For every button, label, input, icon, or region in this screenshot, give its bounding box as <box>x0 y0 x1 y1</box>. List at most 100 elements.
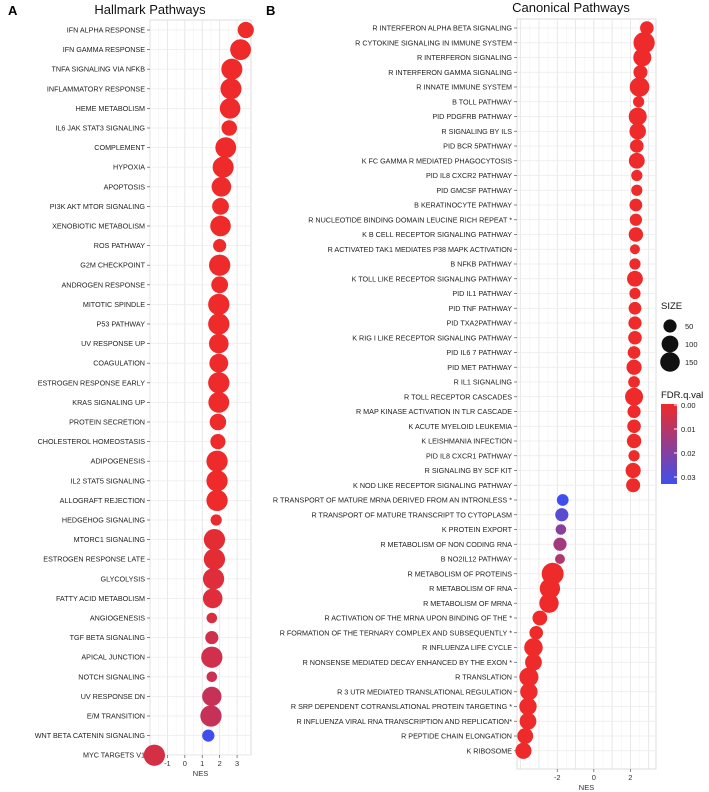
canonical-category-label: B KERATINOCYTE PATHWAY <box>414 201 512 210</box>
hallmark-category-label: ESTROGEN RESPONSE LATE <box>43 555 145 564</box>
hallmark-point-adipogenesis <box>206 450 228 472</box>
hallmark-point-e-m-transition <box>200 705 222 727</box>
hallmark-category-label: P53 PATHWAY <box>97 320 146 329</box>
canonical-pathways-chart: -2 0 2 NES R INTERFERON ALPHA BETA SIGNALING… <box>273 18 657 792</box>
hallmark-point-hedgehog-signaling <box>210 514 222 526</box>
fdr-legend-title: FDR.q.val <box>661 390 703 401</box>
canonical-point-r-signaling-by-scf-kit <box>625 462 641 479</box>
size-legend-label-150: 150 <box>685 358 698 367</box>
canonical-point-pid-il8-cxcr2-pathway <box>631 169 643 182</box>
canonical-point-r-influenza-life-cycle <box>524 638 543 657</box>
hallmark-category-label: XENOBIOTIC METABOLISM <box>52 222 145 231</box>
hallmark-point-apoptosis <box>211 177 232 197</box>
canonical-category-label: PID IL8 CXCR2 PATHWAY <box>426 171 512 180</box>
hallmark-category-label: IFN GAMMA RESPONSE <box>63 45 145 54</box>
hallmark-point-g2m-checkpoint <box>209 254 231 276</box>
canonical-category-label: PID BCR 5PATHWAY <box>443 142 512 151</box>
hallmark-point-myc-targets-v1 <box>143 744 165 766</box>
size-legend-dot-100 <box>661 335 679 353</box>
hallmark-point-tnfa-signaling-via-nfkb <box>221 58 243 80</box>
canonical-point-k-ribosome <box>515 742 532 759</box>
canonical-point-b-nfkb-pathway <box>629 258 641 270</box>
canonical-category-label: PID TNF PATHWAY <box>449 304 513 313</box>
canonical-point-r-formation-of-the-ternary-complex-and-subsequently <box>529 625 544 640</box>
hallmark-xtick-label: 2 <box>218 759 222 768</box>
hallmark-category-label: HEDGEHOG SIGNALING <box>62 516 145 525</box>
canonical-point-pid-txa2pathway <box>628 316 642 330</box>
fdr-legend-label-3: 0.03 <box>681 473 696 482</box>
hallmark-point-pi3k-akt-mtor-signaling <box>212 198 229 215</box>
hallmark-category-label: CHOLESTEROL HOMEOSTASIS <box>38 437 146 446</box>
canonical-point-r-interferon-signaling <box>633 48 652 67</box>
fdr-colorbar <box>661 404 677 484</box>
canonical-point-k-rig-i-like-receptor-signaling-pathway <box>628 330 642 345</box>
canonical-point-k-leishmania-infection <box>626 433 642 449</box>
hallmark-point-kras-signaling-up <box>208 391 230 413</box>
hallmark-category-label: TGF BETA SIGNALING <box>70 633 146 642</box>
hallmark-point-p53-pathway <box>208 313 230 335</box>
canonical-category-label: R SIGNALING BY ILS <box>441 127 512 136</box>
fdr-legend-label-2: 0.02 <box>681 449 696 458</box>
canonical-category-label: R TRANSLATION <box>455 673 512 682</box>
canonical-point-r-interferon-gamma-signaling <box>633 65 648 80</box>
hallmark-point-il6-jak-stat3-signaling <box>221 120 237 136</box>
canonical-point-r-activated-tak1-mediates-p38-mapk-activation <box>629 244 640 255</box>
canonical-category-label: K RIG I LIKE RECEPTOR SIGNALING PATHWAY <box>352 333 512 342</box>
canonical-category-label: K ACUTE MYELOID LEUKEMIA <box>409 422 513 431</box>
canonical-category-label: R INFLUENZA LIFE CYCLE <box>422 643 512 652</box>
hallmark-point-uv-response-dn <box>202 686 222 707</box>
hallmark-category-label: ADIPOGENESIS <box>91 457 146 466</box>
canonical-point-r-translation <box>519 667 539 687</box>
hallmark-category-label: ANGIOGENESIS <box>90 614 145 623</box>
canonical-category-label: K LEISHMANIA INFECTION <box>421 437 512 446</box>
canonical-category-label: R SRP DEPENDENT COTRANSLATIONAL PROTEIN … <box>291 702 512 711</box>
panel-a-letter: A <box>8 3 18 18</box>
canonical-category-label: K RIBOSOME <box>466 746 512 755</box>
canonical-point-r-influenza-viral-rna-transcription-and-replication <box>519 712 537 730</box>
canonical-point-k-protein-export <box>555 524 567 535</box>
hallmark-category-label: ESTROGEN RESPONSE EARLY <box>38 378 146 387</box>
hallmark-category-label: ROS PATHWAY <box>94 241 145 250</box>
canonical-point-r-peptide-chain-elongation <box>517 728 534 744</box>
canonical-category-label: B TOLL PATHWAY <box>452 97 512 106</box>
canonical-point-b-toll-pathway <box>633 96 645 108</box>
canonical-point-r-cytokine-signaling-in-immune-system <box>633 32 655 54</box>
canonical-category-label: R 3 UTR MEDIATED TRANSLATIONAL REGULATIO… <box>337 687 512 696</box>
hallmark-point-heme-metabolism <box>219 98 241 119</box>
canonical-category-label: R SIGNALING BY SCF KIT <box>425 466 513 475</box>
canonical-point-pid-pdgfrb-pathway <box>628 107 647 126</box>
canonical-point-r-nonsense-mediated-decay-enhanced-by-the-exon <box>525 653 542 671</box>
hallmark-category-label: APICAL JUNCTION <box>81 653 145 662</box>
hallmark-category-label: IFN ALPHA RESPONSE <box>67 26 145 35</box>
hallmark-category-label: KRAS SIGNALING UP <box>72 398 145 407</box>
canonical-point-pid-il8-cxcr1-pathway <box>628 450 640 462</box>
canonical-xtick-label: 2 <box>628 773 632 782</box>
hallmark-category-label: GLYCOLYSIS <box>101 574 146 583</box>
hallmark-x-axis-title: NES <box>193 769 208 778</box>
canonical-category-label: R TRANSPORT OF MATURE TRANSCRIPT TO CYTO… <box>312 510 513 519</box>
hallmark-point-mtorc1-signaling <box>203 528 226 551</box>
canonical-point-r-il1-signaling <box>628 376 640 388</box>
canonical-category-label: R NUCLEOTIDE BINDING DOMAIN LEUCINE RICH… <box>308 215 512 224</box>
hallmark-point-ros-pathway <box>213 239 227 253</box>
canonical-category-label: K B CELL RECEPTOR SIGNALING PATHWAY <box>362 230 512 239</box>
hallmark-pathways-chart: -1 0 1 2 3 NES IFN ALPHA RESPONSE IFN GAMMA RES… <box>35 19 254 778</box>
hallmark-category-label: HYPOXIA <box>113 163 145 172</box>
hallmark-category-label: IL2 STAT5 SIGNALING <box>71 476 146 485</box>
canonical-x-axis-title: NES <box>579 783 594 792</box>
hallmark-point-allograft-rejection <box>206 489 228 512</box>
canonical-category-label: K NOD LIKE RECEPTOR SIGNALING PATHWAY <box>353 481 512 490</box>
canonical-point-k-acute-myeloid-leukemia <box>627 419 641 434</box>
hallmark-point-mitotic-spindle <box>208 293 230 316</box>
hallmark-category-label: E/M TRANSITION <box>87 712 145 721</box>
hallmark-point-notch-signaling <box>206 671 218 683</box>
canonical-category-label: R METABOLISM OF NON CODING RNA <box>380 540 512 549</box>
hallmark-point-angiogenesis <box>206 612 218 624</box>
hallmark-xtick-label: 3 <box>235 759 239 768</box>
size-legend-dot-50 <box>663 319 677 333</box>
canonical-point-k-fc-gamma-r-mediated-phagocytosis <box>628 152 645 169</box>
hallmark-point-ifn-gamma-response <box>230 39 251 61</box>
canonical-point-k-nod-like-receptor-signaling-pathway <box>626 478 641 493</box>
canonical-category-label: R INFLUENZA VIRAL RNA TRANSCRIPTION AND … <box>296 717 512 726</box>
canonical-category-label: R PEPTIDE CHAIN ELONGATION <box>401 732 512 741</box>
